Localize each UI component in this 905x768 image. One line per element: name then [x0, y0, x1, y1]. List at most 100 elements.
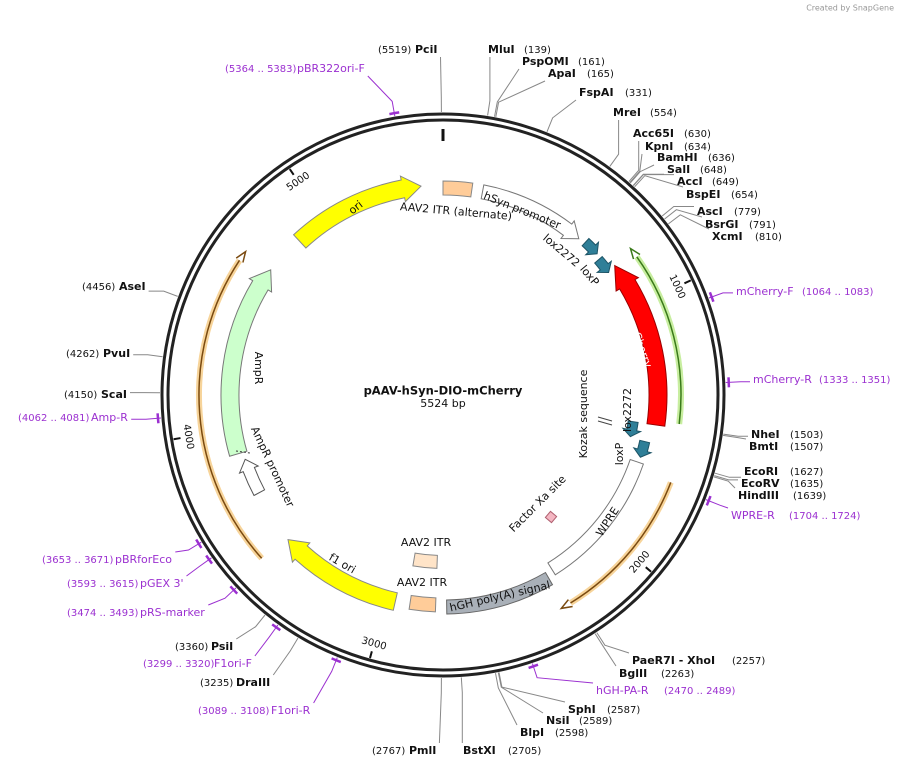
enzyme-line: [723, 433, 748, 437]
enzyme-name: BspEI: [686, 188, 720, 201]
enzyme-name: AccI: [677, 175, 703, 188]
enzyme-line: [633, 174, 674, 187]
enzyme-site: (810): [755, 232, 782, 243]
enzyme-site: (1635): [790, 479, 823, 490]
enzyme-site: (3235): [200, 678, 233, 689]
enzyme-line: [628, 141, 640, 182]
enzyme-name: BlpI: [520, 726, 544, 739]
tick-mark: [288, 168, 295, 176]
tick-mark: [173, 437, 181, 441]
enzyme-site: (554): [650, 108, 677, 119]
backbone-inner: [166, 118, 720, 672]
enzyme-name: BsrGI: [705, 218, 738, 231]
feature: [480, 184, 580, 240]
primer-name: mCherry-R: [753, 373, 812, 386]
enzyme-name: PspOMI: [522, 55, 569, 68]
enzyme-line: [148, 290, 178, 297]
primer-range: (3593 .. 3615): [67, 579, 139, 590]
enzyme-line: [487, 57, 491, 116]
enzyme-name: PmlI: [409, 744, 436, 757]
enzyme-name: XcmI: [712, 230, 743, 243]
enzyme-site: (2598): [555, 728, 588, 739]
primer-line: [708, 292, 733, 299]
feature: [238, 458, 266, 497]
enzyme-site: (634): [684, 142, 711, 153]
primer-name: pRS-marker: [140, 606, 205, 619]
enzyme-line: [494, 68, 520, 117]
enzyme-line: [460, 677, 463, 743]
enzyme-site: (2589): [579, 716, 612, 727]
primer-range: (4062 .. 4081): [18, 413, 90, 424]
orf-head: [235, 249, 247, 263]
feature-label: AAV2 ITR: [401, 536, 452, 549]
enzyme-site: (1639): [793, 491, 826, 502]
enzyme-name: BglII: [619, 667, 647, 680]
primer-line: [254, 624, 279, 657]
enzyme-line: [609, 120, 620, 167]
enzyme-site: (1507): [790, 442, 823, 453]
enzyme-line: [438, 677, 442, 744]
enzyme-site: (779): [734, 207, 761, 218]
enzyme-name: Acc65I: [633, 127, 674, 140]
primer-line: [186, 557, 212, 577]
enzyme-site: (1627): [790, 467, 823, 478]
enzyme-line: [664, 209, 703, 220]
enzyme-site: (2705): [508, 746, 541, 757]
primer-range: (1704 .. 1724): [789, 511, 861, 522]
enzyme-site: (2257): [732, 656, 765, 667]
feature: [220, 269, 273, 457]
backbone-outer: [160, 112, 726, 678]
enzyme-name: PciI: [415, 43, 437, 56]
feature-label: lox2272: [621, 388, 634, 432]
feature: [593, 255, 613, 274]
enzyme-site: (636): [708, 153, 735, 164]
tick-label: 1000: [666, 273, 687, 301]
tick-mark: [369, 651, 373, 659]
enzyme-site: (139): [524, 45, 551, 56]
primer-range: (3089 .. 3108): [198, 706, 270, 717]
enzyme-site: (654): [731, 190, 758, 201]
primer-range: (1064 .. 1083): [802, 287, 874, 298]
primer-name: hGH-PA-R: [596, 684, 649, 697]
enzyme-line: [495, 673, 518, 726]
enzyme-line: [498, 672, 566, 703]
enzyme-name: BstXI: [463, 744, 496, 757]
enzyme-site: (5519): [378, 45, 411, 56]
enzyme-line: [546, 99, 577, 132]
enzyme-site: (165): [587, 69, 614, 80]
primer-line: [131, 417, 161, 420]
enzyme-site: (331): [625, 88, 652, 99]
enzyme-name: EcoRV: [741, 477, 780, 490]
primer-name: Amp-R: [91, 411, 128, 424]
enzyme-site: (791): [749, 220, 776, 231]
orf: [570, 482, 672, 604]
feature: [446, 571, 554, 615]
feature-label: AmpR: [252, 352, 265, 385]
enzyme-name: SphI: [568, 703, 596, 716]
primer-range: (3474 .. 3493): [67, 608, 139, 619]
enzyme-line: [629, 164, 655, 184]
feature: [632, 439, 653, 458]
primer-range: (5364 .. 5383): [225, 64, 297, 75]
tick-label: 4000: [180, 423, 195, 450]
factor-xa-mark: [544, 510, 558, 524]
tick-label: 3000: [360, 635, 387, 652]
enzyme-site: (1503): [790, 430, 823, 441]
primer-name: pBRforEco: [115, 553, 172, 566]
enzyme-line: [497, 672, 544, 714]
tick-mark: [645, 566, 652, 573]
enzyme-name: AscI: [697, 205, 723, 218]
enzyme-line: [594, 633, 617, 667]
enzyme-name: MreI: [613, 106, 641, 119]
watermark: Created by SnapGene: [806, 4, 894, 13]
enzyme-name: PsiI: [211, 640, 233, 653]
plasmid-name: pAAV-hSyn-DIO-mCherry: [364, 384, 523, 398]
primer-line: [175, 541, 202, 553]
enzyme-site: (4150): [64, 390, 97, 401]
feature-label: loxP: [613, 442, 626, 465]
orf: [636, 256, 682, 425]
enzyme-name: EcoRI: [744, 465, 778, 478]
enzyme-line: [440, 56, 442, 113]
enzyme-name: DraIII: [236, 676, 270, 689]
